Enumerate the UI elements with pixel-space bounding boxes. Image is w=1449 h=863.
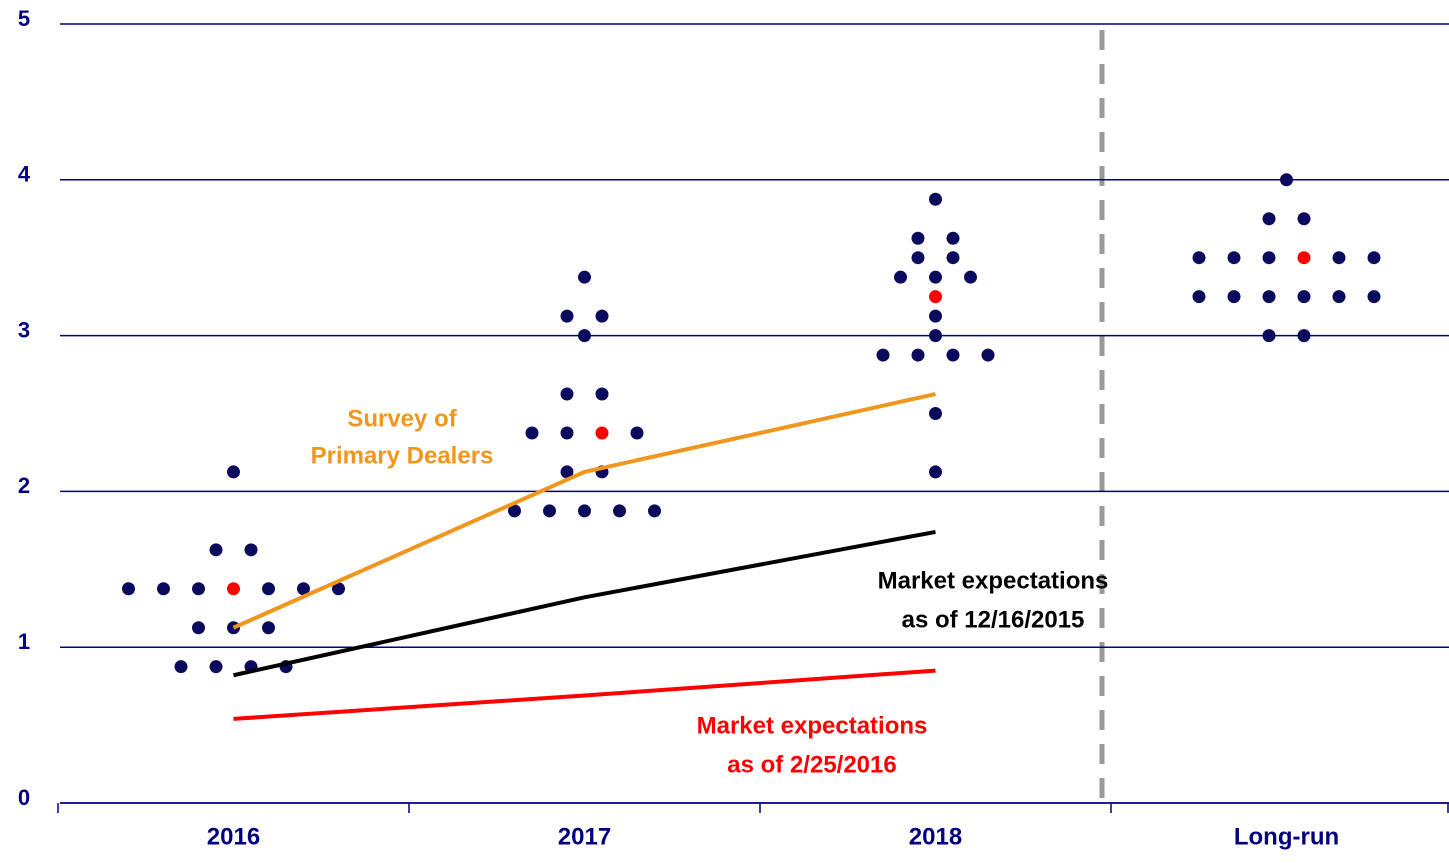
x-tick-label: 2018: [909, 823, 962, 850]
dot: [157, 582, 170, 596]
dot: [192, 582, 205, 596]
dot: [508, 504, 521, 518]
dot: [525, 426, 539, 440]
dot: [911, 231, 925, 245]
dot: [560, 309, 574, 323]
x-tick-label: 2016: [207, 823, 260, 850]
dot: [578, 504, 591, 518]
dot: [1227, 290, 1241, 304]
y-tick-label: 0: [18, 785, 30, 810]
dot: [946, 231, 960, 245]
dot: [1192, 290, 1206, 304]
line-label: Market expectations: [878, 567, 1109, 594]
dot: [1332, 251, 1346, 265]
y-tick-label: 1: [18, 629, 30, 654]
y-tick-label: 2: [18, 473, 30, 498]
dot: [648, 504, 661, 518]
dot: [543, 504, 556, 518]
dot: [981, 348, 995, 362]
dot: [964, 270, 977, 284]
dot: [1280, 173, 1293, 187]
dot: [560, 387, 574, 401]
y-tick-label: 3: [18, 317, 30, 342]
line-label: Market expectations: [697, 712, 928, 739]
dot: [929, 192, 942, 206]
dot: [876, 348, 890, 362]
dot: [244, 543, 258, 557]
dot: [578, 270, 591, 284]
dot: [613, 504, 626, 518]
dot: [174, 660, 188, 674]
dot: [1367, 290, 1381, 304]
dot: [262, 582, 275, 596]
y-tick-label: 5: [18, 6, 30, 31]
line-label: as of 12/16/2015: [902, 606, 1085, 633]
x-tick-label: 2017: [558, 823, 611, 850]
dot: [929, 329, 942, 343]
dot: [946, 348, 960, 362]
dot: [578, 329, 591, 343]
y-tick-label: 4: [18, 162, 31, 187]
dot: [560, 426, 574, 440]
dot: [1297, 329, 1311, 343]
median-dot: [929, 290, 942, 304]
dot: [1227, 251, 1241, 265]
dot: [1367, 251, 1381, 265]
x-tick-label: Long-run: [1234, 823, 1339, 850]
dot: [595, 387, 609, 401]
dot: [332, 582, 345, 596]
line-label: Survey of: [347, 405, 457, 432]
dot: [1262, 290, 1276, 304]
dot: [209, 660, 223, 674]
line: [233, 529, 936, 678]
dot: [560, 465, 574, 479]
dot: [1262, 329, 1276, 343]
dot: [946, 251, 960, 265]
line: [232, 392, 936, 630]
line-label: as of 2/25/2016: [727, 751, 896, 778]
dot: [911, 251, 925, 265]
dot: [894, 270, 907, 284]
median-dot: [1297, 251, 1311, 265]
dot: [1332, 290, 1346, 304]
dot: [262, 621, 275, 635]
median-dot: [595, 426, 609, 440]
dot: [929, 465, 942, 479]
median-dot: [227, 582, 240, 596]
dot: [192, 621, 205, 635]
dot: [1262, 212, 1276, 226]
dot: [1262, 251, 1276, 265]
line-label: Primary Dealers: [311, 442, 494, 469]
dot: [1297, 212, 1311, 226]
dot: [929, 407, 942, 420]
dot: [1192, 251, 1206, 265]
dot: [1297, 290, 1311, 304]
dot: [929, 270, 942, 284]
dot: [209, 543, 223, 557]
dot: [911, 348, 925, 362]
dot: [297, 582, 310, 596]
dot: [227, 465, 240, 479]
dot: [595, 309, 609, 323]
dot: [929, 309, 942, 323]
dot: [122, 582, 135, 596]
dot: [630, 426, 644, 440]
line: [233, 668, 936, 721]
